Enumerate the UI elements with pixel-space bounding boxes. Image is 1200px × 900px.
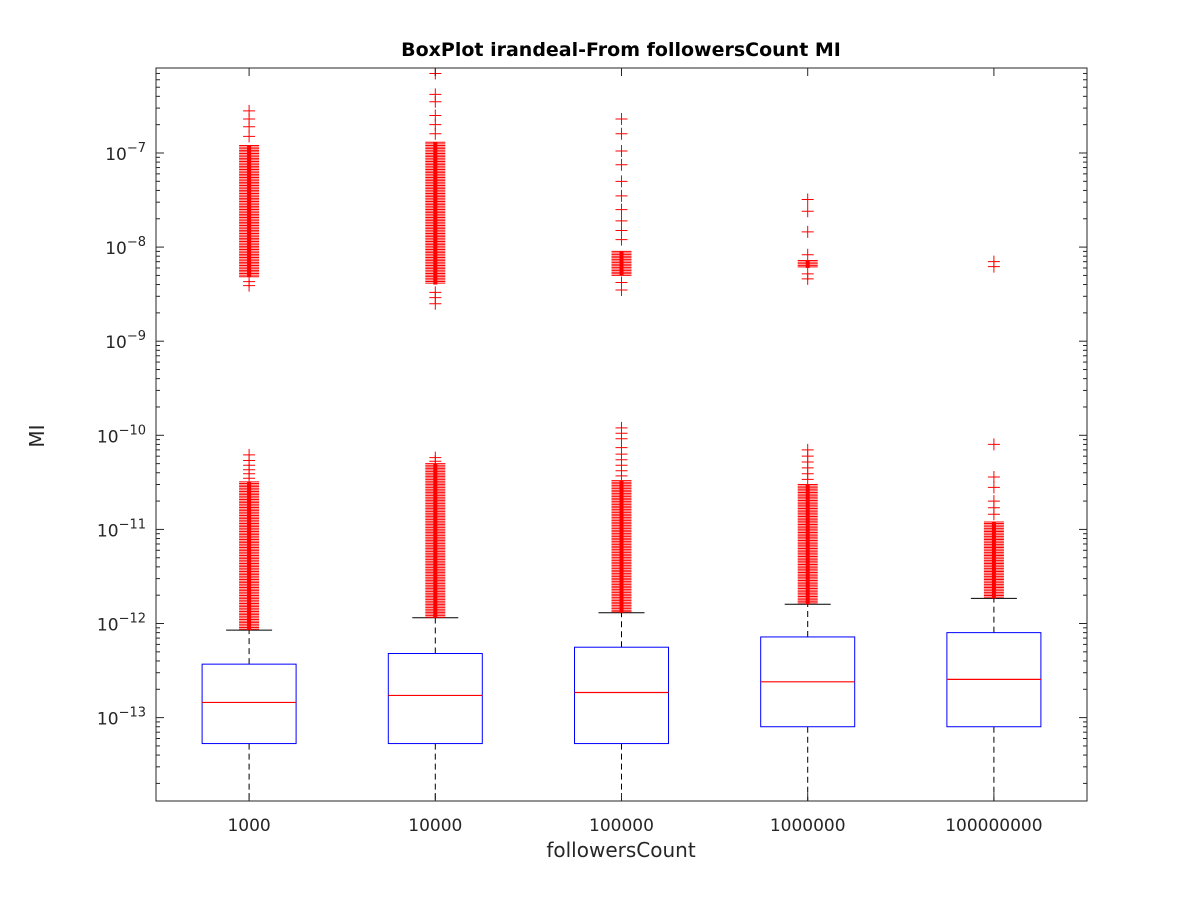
y-tick-label: 10−9 <box>105 329 146 353</box>
x-tick-label: 1000000 <box>770 816 846 836</box>
x-tick-label: 10000 <box>408 816 462 836</box>
box-group-1000000 <box>760 193 856 802</box>
box-group-10000 <box>387 67 483 802</box>
outlier-band-stem <box>433 142 438 285</box>
y-tick-label: 10−10 <box>97 423 146 447</box>
outlier-band-stem <box>619 251 624 276</box>
outlier-point <box>801 193 814 206</box>
ticks-layer: 1000 10000 100000 1000000 100000000 10−13 10−1… <box>97 68 1087 836</box>
outlier-point <box>615 203 628 216</box>
outlier-point <box>801 267 814 280</box>
box-group-100000000 <box>946 255 1042 802</box>
outlier-point <box>987 471 1000 484</box>
chart-title: BoxPlot irandeal-From followersCount MI <box>401 39 841 61</box>
outlier-point <box>243 275 256 288</box>
y-tick-label: 10−8 <box>105 235 146 259</box>
x-tick-label: 100000 <box>589 816 654 836</box>
outlier-point <box>615 276 628 289</box>
outlier-point <box>615 158 628 171</box>
outlier-point <box>429 109 442 122</box>
outlier-point <box>615 175 628 188</box>
outlier-point <box>615 127 628 140</box>
outlier-point <box>801 225 814 238</box>
outlier-point <box>429 88 442 101</box>
x-axis-label: followersCount <box>546 838 695 862</box>
outlier-point <box>429 451 442 464</box>
box-iqr <box>201 663 297 745</box>
outlier-point <box>615 189 628 202</box>
y-tick-label: 10−12 <box>97 612 146 636</box>
outlier-point <box>987 481 1000 494</box>
outlier-point <box>987 438 1000 451</box>
box-iqr <box>574 646 669 745</box>
x-tick-label: 1000 <box>227 816 270 836</box>
outlier-point <box>243 104 256 117</box>
boxes-layer <box>201 67 1042 802</box>
outlier-point <box>615 144 628 157</box>
y-axis-label: MI <box>25 424 49 447</box>
outlier-point <box>801 205 814 218</box>
outlier-point <box>615 112 628 125</box>
y-tick-label: 10−11 <box>97 517 146 541</box>
box-iqr <box>387 653 483 745</box>
outlier-point <box>615 214 628 227</box>
outlier-point <box>429 286 442 299</box>
y-tick-label: 10−7 <box>105 141 146 165</box>
outlier-point <box>987 495 1000 508</box>
outlier-point <box>615 421 628 434</box>
outlier-point <box>801 248 814 261</box>
y-tick-label: 10−13 <box>97 706 146 730</box>
x-tick-label: 100000000 <box>945 816 1042 836</box>
box-group-100000 <box>574 112 669 802</box>
outlier-band-stem <box>805 260 810 268</box>
outlier-band-stem <box>805 484 810 605</box>
outlier-point <box>987 255 1000 268</box>
outlier-point <box>801 443 814 456</box>
outlier-band-stem <box>247 481 252 631</box>
outlier-point <box>243 448 256 461</box>
box-group-1000 <box>201 104 297 802</box>
